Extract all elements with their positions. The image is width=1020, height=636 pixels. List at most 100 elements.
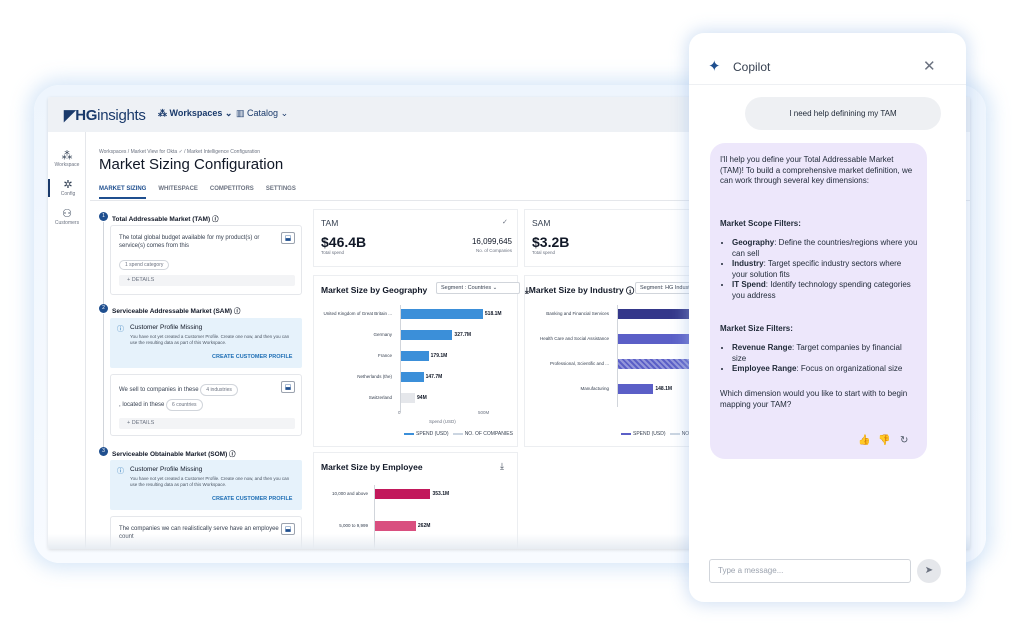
tab-market-sizing[interactable]: MARKET SIZING — [99, 186, 147, 199]
chevron-down-icon: ⌄ — [492, 285, 498, 291]
bar-value-label: 518.1M — [484, 311, 502, 317]
legend-swatch-companies — [669, 432, 680, 435]
download-icon[interactable]: ⤓ — [500, 461, 504, 471]
geo-chart-card: Market Size by Geography Segment : Count… — [313, 275, 520, 448]
step-connector — [103, 222, 104, 307]
help-icon[interactable]: ⓘ — [211, 216, 219, 223]
som-title: Serviceable Obtainable Market (SOM) — [112, 451, 228, 458]
geo-plot: United Kingdom of Great Britain ... 518.1… — [314, 276, 519, 448]
scope-item-text: : Target specific industry sectors where… — [732, 259, 902, 279]
nav-customers[interactable]: ⚇ Customers — [48, 208, 86, 226]
tam-metric-value: $46.4B — [321, 234, 367, 250]
chart-bar[interactable] — [400, 309, 483, 319]
som-create-profile-link[interactable]: CREATE CUSTOMER PROFILE — [212, 496, 293, 502]
close-icon[interactable]: ✕ — [923, 58, 936, 75]
scope-heading: Market Scope Filters: — [720, 219, 801, 228]
tab-competitors[interactable]: COMPETITORS — [209, 186, 254, 192]
help-icon[interactable]: ⓘ — [229, 451, 236, 458]
assistant-intro: I'll help you define your Total Addressa… — [720, 155, 913, 185]
chart-bar[interactable] — [374, 489, 431, 499]
bar-value-label: 147.7M — [425, 374, 443, 380]
category-label: Professional, Scientific and ... — [549, 361, 609, 366]
sam-create-profile-link[interactable]: CREATE CUSTOMER PROFILE — [212, 354, 293, 360]
category-label: Health Care and Social Assistance — [539, 336, 609, 341]
industries-pill[interactable]: 4 industries — [200, 384, 238, 396]
countries-pill[interactable]: 6 countries — [166, 399, 203, 411]
scope-item-name: Industry — [732, 259, 764, 268]
tam-text: The total global budget available for my… — [119, 235, 260, 249]
help-icon[interactable]: ⓘ — [626, 285, 635, 295]
tam-title: Total Addressable Market (TAM) — [112, 216, 211, 223]
workspaces-menu[interactable]: ⁂ Workspaces ⌄ — [158, 108, 232, 119]
catalog-menu[interactable]: ▥ Catalog ⌄ — [236, 108, 288, 119]
employee-chart-title: Market Size by Employee — [321, 462, 423, 472]
category-label: Banking and Financial Services — [546, 311, 609, 316]
edit-pencil-icon[interactable]: ✓ — [502, 219, 508, 226]
chart-bar[interactable] — [400, 372, 424, 382]
breadcrumb[interactable]: Workspaces / Market View for Okta ✓ / Ma… — [99, 149, 261, 155]
scope-item: Geography: Define the countries/regions … — [732, 238, 918, 259]
som-info-title: Customer Profile Missing — [130, 466, 203, 473]
scope-item-text: : Define the countries/regions where you… — [732, 238, 918, 258]
tam-heading: Total Addressable Market (TAM) ⓘ — [112, 213, 218, 223]
chart-bar[interactable] — [617, 309, 725, 319]
catalog-label: Catalog — [247, 108, 279, 118]
size-item: Revenue Range: Target companies by finan… — [732, 343, 918, 364]
sam-info-sub: You have not yet created a Customer Prof… — [130, 334, 290, 345]
tam-edit-button[interactable]: ⬓ — [281, 232, 295, 244]
size-item-text: : Target companies by financial size — [732, 343, 902, 363]
chart-bar[interactable] — [400, 351, 429, 361]
send-button[interactable]: ➤ — [917, 559, 941, 583]
help-icon[interactable]: ⓘ — [233, 308, 241, 315]
logo-rest: insights — [97, 107, 146, 124]
tam-card: The total global budget available for my… — [110, 225, 302, 295]
chart-bar[interactable] — [617, 359, 704, 369]
copilot-panel: ✦ Copilot ✕ I need help definining my TA… — [689, 33, 966, 602]
nav-workspace[interactable]: ⁂ Workspace — [48, 150, 86, 168]
tam-spend-pill[interactable]: 1 spend category — [119, 253, 170, 271]
category-label: 10,000 and above — [331, 491, 368, 496]
chart-bar[interactable] — [617, 334, 707, 344]
sam-edit-button[interactable]: ⬓ — [281, 381, 295, 393]
employee-chart-card: Market Size by Employee ⤓ 10,000 and abo… — [313, 452, 518, 549]
chart-bar[interactable] — [374, 521, 416, 531]
size-heading: Market Size Filters: — [720, 324, 793, 333]
tab-whitespace[interactable]: WHITESPACE — [158, 186, 198, 192]
logo-bold: HG — [75, 107, 98, 124]
sam-details-toggle[interactable]: + DETAILS — [119, 418, 295, 429]
industry-segment-label: Segment: HG Industry — [640, 285, 695, 291]
download-icon[interactable]: ⤓ — [525, 285, 529, 295]
category-label: Manufacturing — [580, 386, 609, 391]
thumbs-up-icon[interactable]: 👍 — [858, 435, 871, 446]
category-label: United Kingdom of Great Britain ... — [323, 311, 392, 316]
geo-segment-label: Segment : Countries — [441, 285, 492, 291]
tab-divider — [90, 200, 970, 201]
assistant-message: I'll help you define your Total Addressa… — [710, 143, 927, 459]
tam-pill-label: 1 spend category — [119, 260, 170, 270]
size-item-name: Employee Range — [732, 364, 797, 373]
step-3-badge: 3 — [99, 447, 108, 456]
message-input[interactable]: Type a message... — [709, 559, 911, 583]
nav-config[interactable]: ✲ Config — [48, 179, 86, 197]
sparkle-icon: ✦ — [708, 58, 721, 75]
nav-workspace-label: Workspace — [54, 162, 80, 168]
tam-details-toggle[interactable]: + DETAILS — [119, 275, 295, 286]
regenerate-icon[interactable]: ↻ — [900, 435, 909, 446]
sam-sell-row: We sell to companies in these 4 industri… — [119, 384, 238, 396]
chart-bar[interactable] — [400, 393, 416, 403]
catalog-icon: ▥ — [236, 108, 248, 118]
bar-value-label: 148.1M — [655, 386, 673, 392]
thumbs-down-icon[interactable]: 👎 — [878, 435, 891, 446]
sam-card: We sell to companies in these 4 industri… — [110, 374, 302, 436]
hg-logo[interactable]: ◤HGinsights — [64, 107, 146, 124]
category-label: Netherlands (the) — [357, 374, 392, 379]
som-info-box: ⓘ Customer Profile Missing You have not … — [110, 460, 302, 510]
chart-bar[interactable] — [617, 384, 654, 394]
gear-icon: ✲ — [63, 179, 73, 191]
tab-settings[interactable]: SETTINGS — [265, 186, 296, 192]
geo-segment-select[interactable]: Segment : Countries ⌄ — [436, 282, 520, 294]
chart-bar[interactable] — [400, 330, 453, 340]
size-item: Employee Range: Focus on organizational … — [732, 364, 918, 375]
step-connector — [103, 314, 104, 451]
category-label: France — [377, 353, 392, 358]
